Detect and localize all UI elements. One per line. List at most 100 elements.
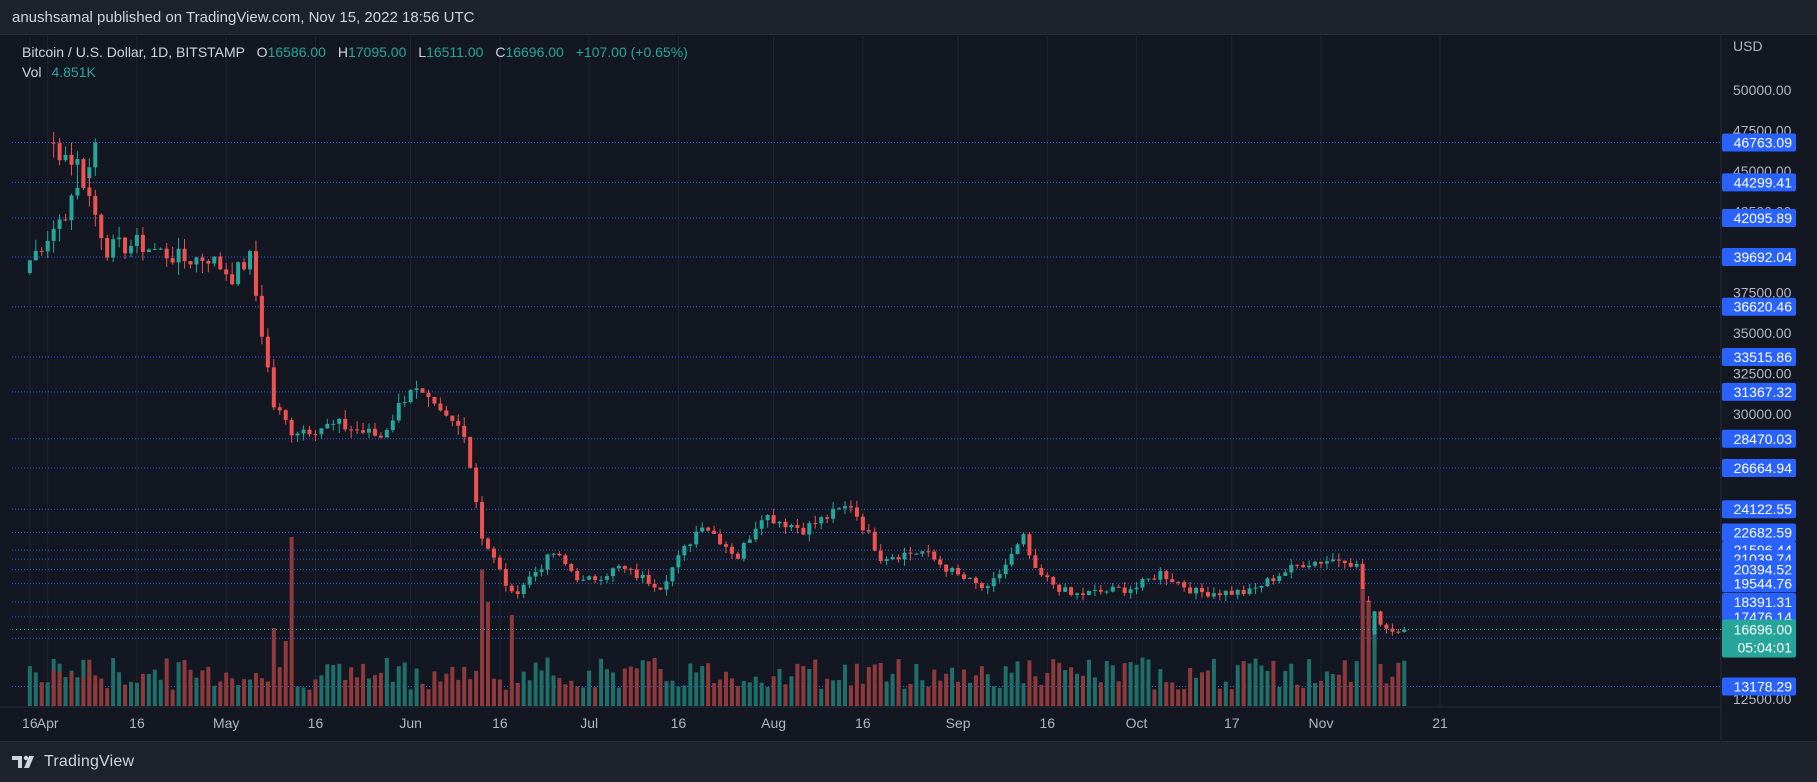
volume-bar [146, 673, 151, 706]
candle-body [682, 546, 687, 556]
candle-body [694, 531, 699, 545]
x-tick-label: Jun [399, 715, 422, 731]
volume-bar [985, 674, 990, 706]
candle-body [985, 586, 990, 589]
candle-body [313, 434, 318, 436]
volume-bar [521, 671, 526, 706]
candle-body [605, 576, 609, 580]
volume-bar [1319, 680, 1323, 706]
candle-body [938, 559, 943, 565]
candle-body [480, 502, 485, 539]
volume-bar [1396, 662, 1401, 706]
candle-body [569, 564, 574, 572]
candle-body [450, 415, 455, 421]
volume-bar [575, 686, 580, 706]
candle-body [700, 527, 705, 532]
candle-body [367, 428, 371, 433]
symbol-title[interactable]: Bitcoin / U.S. Dollar, 1D, BITSTAMP [22, 44, 245, 60]
candle-body [1396, 631, 1401, 633]
candle-body [295, 433, 300, 436]
volume-bar [557, 678, 562, 706]
x-tick-label: May [213, 715, 239, 731]
level-price-tag[interactable] [1722, 247, 1796, 266]
candle-body [1170, 579, 1175, 583]
level-price-tag[interactable] [1722, 593, 1796, 612]
volume-bar [1289, 663, 1294, 706]
level-price-tag[interactable] [1722, 560, 1796, 579]
level-price-tag[interactable] [1722, 429, 1796, 448]
level-price-text: 33515.86 [1734, 349, 1793, 365]
candle-body [503, 569, 508, 586]
candle-body [63, 154, 68, 161]
volume-bar [1390, 676, 1395, 706]
volume-bar [1253, 658, 1258, 706]
volume-bar [462, 666, 467, 706]
candle-body [218, 256, 223, 270]
level-price-tag[interactable] [1722, 173, 1796, 192]
candle-body [1348, 563, 1353, 567]
volume-bar [860, 683, 865, 706]
volume-bar [1033, 676, 1038, 706]
volume-bar [1295, 684, 1300, 706]
volume-bar [837, 680, 842, 706]
level-price-tag[interactable] [1722, 523, 1796, 542]
level-price-tag[interactable] [1722, 133, 1796, 152]
candle-body [277, 407, 282, 411]
candle-body [759, 520, 764, 529]
candle-body [57, 143, 62, 161]
x-tick-label: 16 [1040, 715, 1056, 731]
candle-body [259, 295, 264, 337]
candle-body [551, 553, 556, 555]
candle-body [771, 515, 776, 524]
candle-body [712, 530, 717, 535]
level-price-tag[interactable] [1722, 209, 1796, 228]
level-price-tag[interactable] [1722, 297, 1796, 316]
candle-body [884, 559, 889, 562]
chart-panel[interactable] [0, 34, 1817, 742]
level-price-tag[interactable] [1722, 574, 1796, 593]
volume-bar [1348, 681, 1353, 706]
level-price-tag[interactable] [1722, 348, 1796, 367]
candle-body [634, 569, 639, 579]
candle-body [1200, 587, 1204, 593]
volume-bar [1229, 689, 1234, 706]
volume-bar [450, 666, 455, 706]
candle-body [1205, 592, 1210, 597]
candle-body [152, 248, 157, 250]
price-chart[interactable]: 16 Apr 16 May 16 Jun 16 Jul 16 Aug 16 Sep 16 Oct 17 Nov… [0, 34, 1817, 740]
x-tick-label: 16 [855, 715, 871, 731]
level-price-tag[interactable] [1722, 500, 1796, 519]
x-tick-label: 16 [22, 715, 38, 731]
volume-bar [331, 664, 336, 706]
x-tick-label: Apr [37, 715, 59, 731]
candle-body [515, 591, 520, 595]
candle-body [1378, 611, 1383, 625]
volume-bar [908, 683, 913, 706]
level-price-text: 13178.29 [1734, 679, 1793, 695]
volume-bar [1015, 661, 1020, 706]
candle-body [664, 581, 669, 590]
candle-body [1176, 582, 1181, 584]
candle-body [902, 552, 907, 560]
volume-bar [1235, 665, 1240, 706]
level-price-text: 31367.32 [1734, 384, 1793, 400]
level-price-tag[interactable] [1722, 459, 1796, 478]
candle-body [718, 534, 723, 545]
candle-body [1307, 565, 1312, 568]
volume-bar [545, 657, 550, 706]
candle-body [1235, 589, 1240, 595]
tradingview-footer[interactable]: TradingView [12, 750, 134, 774]
volume-bar [700, 665, 705, 706]
level-price-tag[interactable] [1722, 677, 1796, 696]
change-value: +107.00 (+0.65%) [575, 44, 688, 60]
candle-body [408, 389, 413, 403]
volume-bar [1110, 665, 1115, 706]
last-price-tag[interactable] [1722, 619, 1796, 658]
candle-body [93, 195, 98, 215]
level-price-tag[interactable] [1722, 382, 1796, 401]
x-tick-label: Oct [1126, 715, 1148, 731]
candle-body [188, 261, 193, 265]
volume-bar [1140, 657, 1145, 706]
candle-body [741, 542, 746, 559]
candle-body [1283, 572, 1288, 576]
